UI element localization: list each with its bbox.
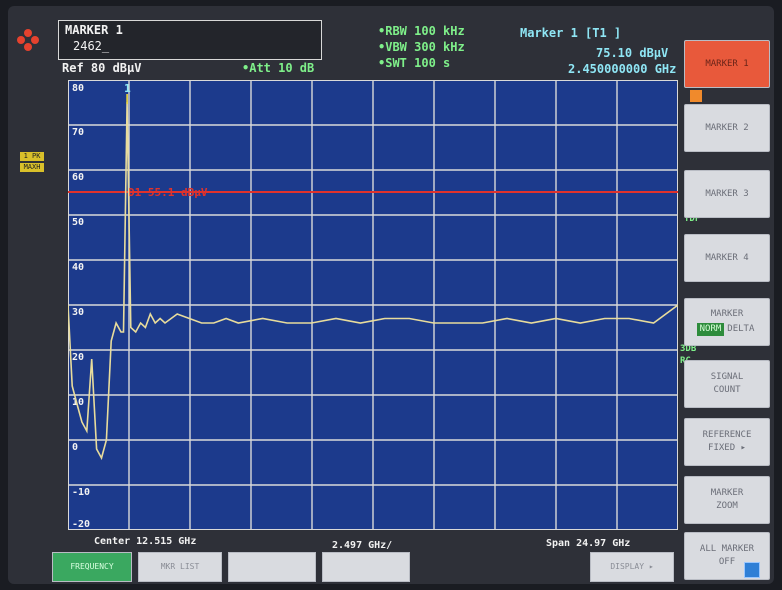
y-tick-label: 10 (72, 397, 84, 408)
sweep-time-readout: •SWT 100 s (378, 56, 451, 70)
y-tick-label: 50 (72, 217, 84, 228)
span-label: Span 24.97 GHz (546, 538, 631, 549)
y-tick-label: -20 (72, 519, 90, 530)
marker-1[interactable]: 1 (124, 82, 131, 105)
attenuation-readout: •Att 10 dB (242, 61, 315, 75)
softkey-marker-4[interactable]: MARKER 4 (684, 234, 770, 282)
y-tick-label: 30 (72, 307, 84, 318)
softkey-signal-count[interactable]: SIGNAL COUNT (684, 360, 770, 408)
marker-entry-box[interactable]: MARKER 1 2462_ (58, 20, 322, 60)
side-tag-tdf: TDF (684, 214, 701, 224)
softkey-marker-1[interactable]: MARKER 1 (684, 40, 770, 88)
plot-grid (68, 80, 678, 530)
marker-label: Marker 1 [T1 ] (520, 26, 622, 40)
display-line-label: D1 55.1 dBµV (128, 186, 208, 199)
softkey-reference-fixed[interactable]: REFERENCE FIXED ▸ (684, 418, 770, 466)
trace-mode-indicator: 1 PK MAXH (20, 152, 44, 174)
analyzer-screen: MARKER 1 2462_ Ref 80 dBµV •Att 10 dB •R… (8, 6, 774, 584)
y-tick-label: 40 (72, 262, 84, 273)
softkey-marker-norm-delta[interactable]: MARKER NORM DELTA (684, 298, 770, 346)
rohde-schwarz-logo-icon (17, 29, 39, 51)
y-tick-label: -10 (72, 487, 90, 498)
y-tick-label: 60 (72, 172, 84, 183)
hotkey-frequency[interactable]: FREQUENCY (52, 552, 132, 582)
hotkey-blank-1[interactable] (228, 552, 316, 582)
softkey-marker-2[interactable]: MARKER 2 (684, 104, 770, 152)
softkey-marker-3[interactable]: MARKER 3 (684, 170, 770, 218)
marker-frequency: 2.450000000 GHz (568, 62, 677, 76)
softkey-marker-zoom[interactable]: MARKER ZOOM (684, 476, 770, 524)
marker-entry-title: MARKER 1 (65, 23, 123, 37)
corner-indicator-icon (744, 562, 760, 578)
frequency-per-div-label: 2.497 GHz/ (332, 540, 393, 551)
y-tick-label: 70 (72, 127, 84, 138)
trace-mode-maxh: MAXH (20, 163, 44, 172)
ref-level-readout: Ref 80 dBµV (62, 61, 142, 75)
overload-indicator (690, 90, 702, 102)
marker-level: 75.10 dBµV (596, 46, 669, 60)
hotkey-bar: FREQUENCY MKR LIST DISPLAY ▸ (52, 552, 682, 582)
hotkey-display[interactable]: DISPLAY ▸ (590, 552, 674, 582)
marker-1-tag: 1 (124, 82, 131, 95)
marker-entry-input[interactable]: 2462_ (73, 39, 110, 53)
y-tick-label: 80 (72, 83, 84, 94)
y-tick-label: 20 (72, 352, 84, 363)
trace-mode-pk: 1 PK (20, 152, 44, 161)
softkey-delta-option[interactable]: DELTA (727, 324, 755, 334)
side-tag-3db: 3DB (680, 344, 697, 354)
y-tick-labels: 80 70 60 50 40 30 20 10 0 -10 -20 (72, 83, 90, 530)
center-frequency-label: Center 12.515 GHz (94, 536, 197, 547)
rbw-readout: •RBW 100 kHz (378, 24, 465, 38)
hotkey-blank-2[interactable] (322, 552, 410, 582)
softkey-norm-option[interactable]: NORM (696, 323, 725, 336)
hotkey-mkr-list[interactable]: MKR LIST (138, 552, 222, 582)
trace-1 (68, 102, 678, 461)
spectrum-plot[interactable]: 80 70 60 50 40 30 20 10 0 -10 -20 D1 55.1 dBµV 1 (68, 80, 678, 530)
vbw-readout: •VBW 300 kHz (378, 40, 465, 54)
y-tick-label: 0 (72, 442, 78, 453)
